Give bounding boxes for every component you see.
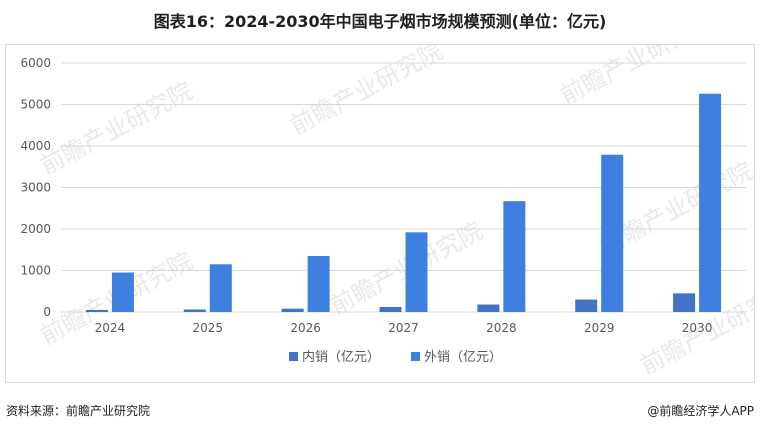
bar-domestic	[477, 304, 500, 312]
x-axis-ticks: 2024 2025 2026 2027 2028 2029 2030	[95, 321, 713, 335]
bar-export	[699, 93, 722, 313]
legend-label: 内销（亿元）	[302, 349, 380, 365]
y-tick-label: 2000	[20, 222, 51, 236]
bar-domestic	[85, 309, 108, 312]
x-tick-label: 2030	[682, 321, 713, 335]
watermark-text: 前瞻产业研究院	[36, 77, 197, 181]
watermark-text: 前瞻产业研究院	[286, 45, 447, 140]
y-tick-label: 0	[43, 305, 51, 319]
y-tick-label: 6000	[20, 56, 51, 70]
legend-swatch	[411, 352, 420, 361]
bar-domestic	[183, 309, 206, 312]
x-tick-label: 2027	[388, 321, 419, 335]
y-tick-label: 5000	[20, 98, 51, 112]
y-tick-label: 4000	[20, 139, 51, 153]
bar-export	[601, 154, 624, 312]
bar-export	[307, 255, 330, 312]
legend: 内销（亿元） 外销（亿元）	[289, 349, 502, 365]
x-tick-label: 2024	[95, 321, 126, 335]
credit-note: @前瞻经济学人APP	[647, 404, 754, 418]
x-tick-label: 2029	[584, 321, 615, 335]
y-axis-ticks: 0 1000 2000 3000 4000 5000 6000	[20, 56, 51, 319]
bar-domestic	[673, 293, 696, 312]
bars	[85, 93, 722, 313]
legend-label: 外销（亿元）	[424, 350, 502, 365]
x-tick-label: 2026	[290, 321, 321, 335]
source-note: 资料来源：前瞻产业研究院	[6, 404, 151, 418]
bar-domestic	[575, 299, 598, 312]
bar-domestic	[281, 308, 304, 312]
gridlines	[61, 62, 746, 313]
bar-chart: 前瞻产业研究院前瞻产业研究院前瞻产业研究院前瞻产业研究院前瞻产业研究院前瞻产业研…	[20, 45, 754, 380]
x-tick-label: 2028	[486, 321, 517, 335]
y-tick-label: 3000	[20, 181, 51, 195]
x-tick-label: 2025	[193, 321, 224, 335]
bar-export	[503, 201, 526, 312]
bar-export	[111, 272, 134, 312]
watermark-text: 前瞻产业研究院	[556, 45, 717, 110]
y-tick-label: 1000	[20, 264, 51, 278]
bar-export	[209, 264, 232, 312]
bar-domestic	[379, 307, 402, 312]
chart-frame: 前瞻产业研究院前瞻产业研究院前瞻产业研究院前瞻产业研究院前瞻产业研究院前瞻产业研…	[5, 44, 755, 383]
bar-export	[405, 232, 428, 312]
legend-swatch	[289, 352, 298, 361]
chart-title: 图表16：2024-2030年中国电子烟市场规模预测(单位：亿元)	[153, 12, 607, 31]
